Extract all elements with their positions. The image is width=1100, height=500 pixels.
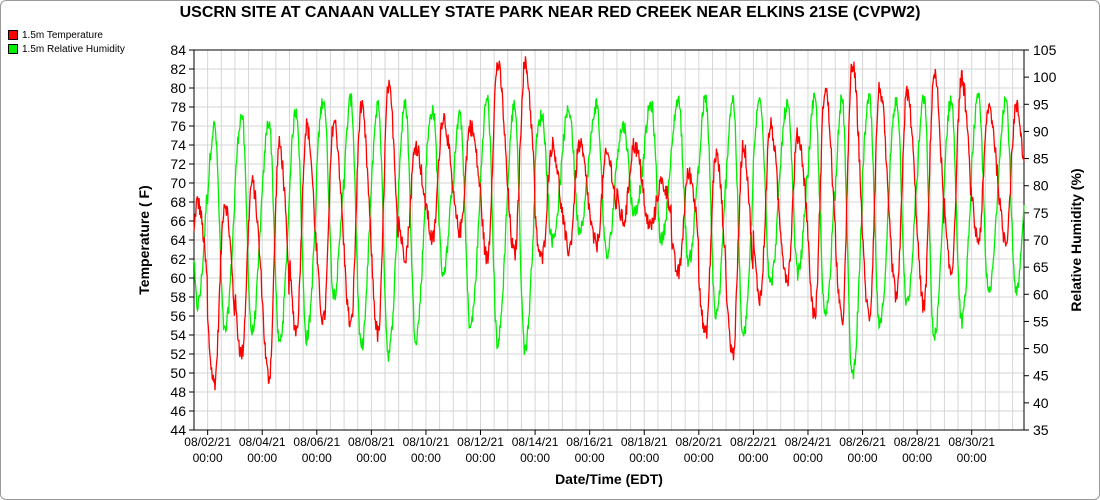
series-line-temperature (193, 56, 1025, 391)
y-left-tick-label: 56 (170, 308, 186, 324)
x-tick-label-time: 00:00 (575, 451, 605, 465)
y-right-tick-label: 90 (1033, 123, 1049, 139)
y-left-tick-label: 74 (170, 137, 186, 153)
y-right-tick-label: 45 (1033, 368, 1049, 384)
x-tick-label-date: 08/30/21 (948, 435, 995, 449)
x-tick-label-date: 08/12/21 (457, 435, 504, 449)
y-right-tick-label: 100 (1033, 69, 1057, 85)
x-tick-label-date: 08/16/21 (566, 435, 613, 449)
series-line-relative-humidity (193, 92, 1025, 380)
y-left-tick-label: 62 (170, 251, 186, 267)
y-left-tick-label: 46 (170, 403, 186, 419)
y-left-tick-label: 58 (170, 289, 186, 305)
x-tick-label-time: 00:00 (793, 451, 823, 465)
x-tick-label-time: 00:00 (848, 451, 878, 465)
y-left-tick-label: 60 (170, 270, 186, 286)
x-tick-label-date: 08/20/21 (675, 435, 722, 449)
x-tick-label-time: 00:00 (684, 451, 714, 465)
y-right-tick-label: 105 (1033, 42, 1057, 58)
y-left-tick-label: 76 (170, 118, 186, 134)
x-tick-label-date: 08/04/21 (239, 435, 286, 449)
y-right-tick-label: 60 (1033, 286, 1049, 302)
y-right-tick-label: 85 (1033, 151, 1049, 167)
x-tick-label-time: 00:00 (520, 451, 550, 465)
y-right-tick-label: 75 (1033, 205, 1049, 221)
x-tick-label-time: 00:00 (356, 451, 386, 465)
y-left-tick-label: 78 (170, 99, 186, 115)
x-tick-label-date: 08/28/21 (894, 435, 941, 449)
x-tick-label-time: 00:00 (629, 451, 659, 465)
y-right-tick-label: 55 (1033, 313, 1049, 329)
y-right-tick-label: 95 (1033, 96, 1049, 112)
x-tick-label-time: 00:00 (466, 451, 496, 465)
legend-item-temperature: 1.5m Temperature (8, 28, 125, 42)
x-tick-label-time: 00:00 (193, 451, 223, 465)
legend-item-humidity: 1.5m Relative Humidity (8, 42, 125, 56)
y-left-tick-label: 84 (170, 42, 186, 58)
x-tick-label-date: 08/10/21 (403, 435, 450, 449)
y-left-tick-label: 68 (170, 194, 186, 210)
x-tick-label-time: 00:00 (247, 451, 277, 465)
x-tick-label-date: 08/08/21 (348, 435, 395, 449)
legend-label-temperature: 1.5m Temperature (22, 29, 103, 41)
y-right-tick-label: 35 (1033, 422, 1049, 438)
y-left-tick-label: 52 (170, 346, 186, 362)
y-left-tick-label: 72 (170, 156, 186, 172)
y-left-tick-label: 48 (170, 384, 186, 400)
y-axis-right-title: Relative Humidity (%) (1068, 168, 1084, 312)
x-tick-label-time: 00:00 (738, 451, 768, 465)
x-tick-label-date: 08/18/21 (621, 435, 668, 449)
x-tick-label-date: 08/24/21 (785, 435, 832, 449)
x-tick-label-time: 00:00 (902, 451, 932, 465)
y-left-tick-label: 44 (170, 422, 186, 438)
y-left-tick-label: 80 (170, 80, 186, 96)
chart-title: USCRN SITE AT CANAAN VALLEY STATE PARK N… (179, 4, 921, 21)
x-tick-label-time: 00:00 (957, 451, 987, 465)
y-left-tick-label: 54 (170, 327, 186, 343)
x-tick-label-date: 08/06/21 (293, 435, 340, 449)
legend-swatch-temperature (8, 30, 18, 40)
y-right-tick-label: 80 (1033, 178, 1049, 194)
x-tick-label-date: 08/26/21 (839, 435, 886, 449)
y-left-tick-label: 70 (170, 175, 186, 191)
x-tick-label-time: 00:00 (302, 451, 332, 465)
legend: 1.5m Temperature 1.5m Relative Humidity (8, 28, 125, 56)
y-left-tick-label: 50 (170, 365, 186, 381)
x-tick-label-date: 08/02/21 (184, 435, 231, 449)
y-left-tick-label: 82 (170, 61, 186, 77)
legend-label-humidity: 1.5m Relative Humidity (22, 43, 125, 55)
legend-swatch-humidity (8, 44, 18, 54)
x-tick-label-date: 08/14/21 (512, 435, 559, 449)
y-left-tick-label: 64 (170, 232, 186, 248)
x-axis-title: Date/Time (EDT) (555, 471, 663, 487)
x-tick-label-time: 00:00 (411, 451, 441, 465)
y-left-tick-label: 66 (170, 213, 186, 229)
x-tick-label-date: 08/22/21 (730, 435, 777, 449)
y-right-tick-label: 65 (1033, 259, 1049, 275)
y-axis-left-title: Temperature ( F) (136, 185, 152, 295)
y-right-tick-label: 40 (1033, 395, 1049, 411)
y-right-tick-label: 70 (1033, 232, 1049, 248)
y-right-tick-label: 50 (1033, 341, 1049, 357)
